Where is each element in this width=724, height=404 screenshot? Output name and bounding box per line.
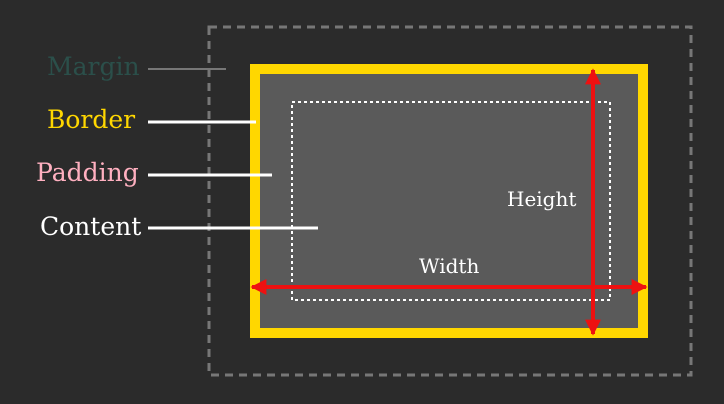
padding-label: Padding: [36, 158, 139, 187]
margin-label: Margin: [47, 52, 140, 81]
height-label: Height: [507, 187, 577, 211]
border-box: [250, 64, 648, 338]
margin-area-outline: [207, 25, 693, 377]
content-label: Content: [40, 212, 142, 241]
padding-area-outline: [291, 101, 611, 301]
width-label: Width: [419, 254, 480, 278]
border-label: Border: [47, 105, 136, 134]
